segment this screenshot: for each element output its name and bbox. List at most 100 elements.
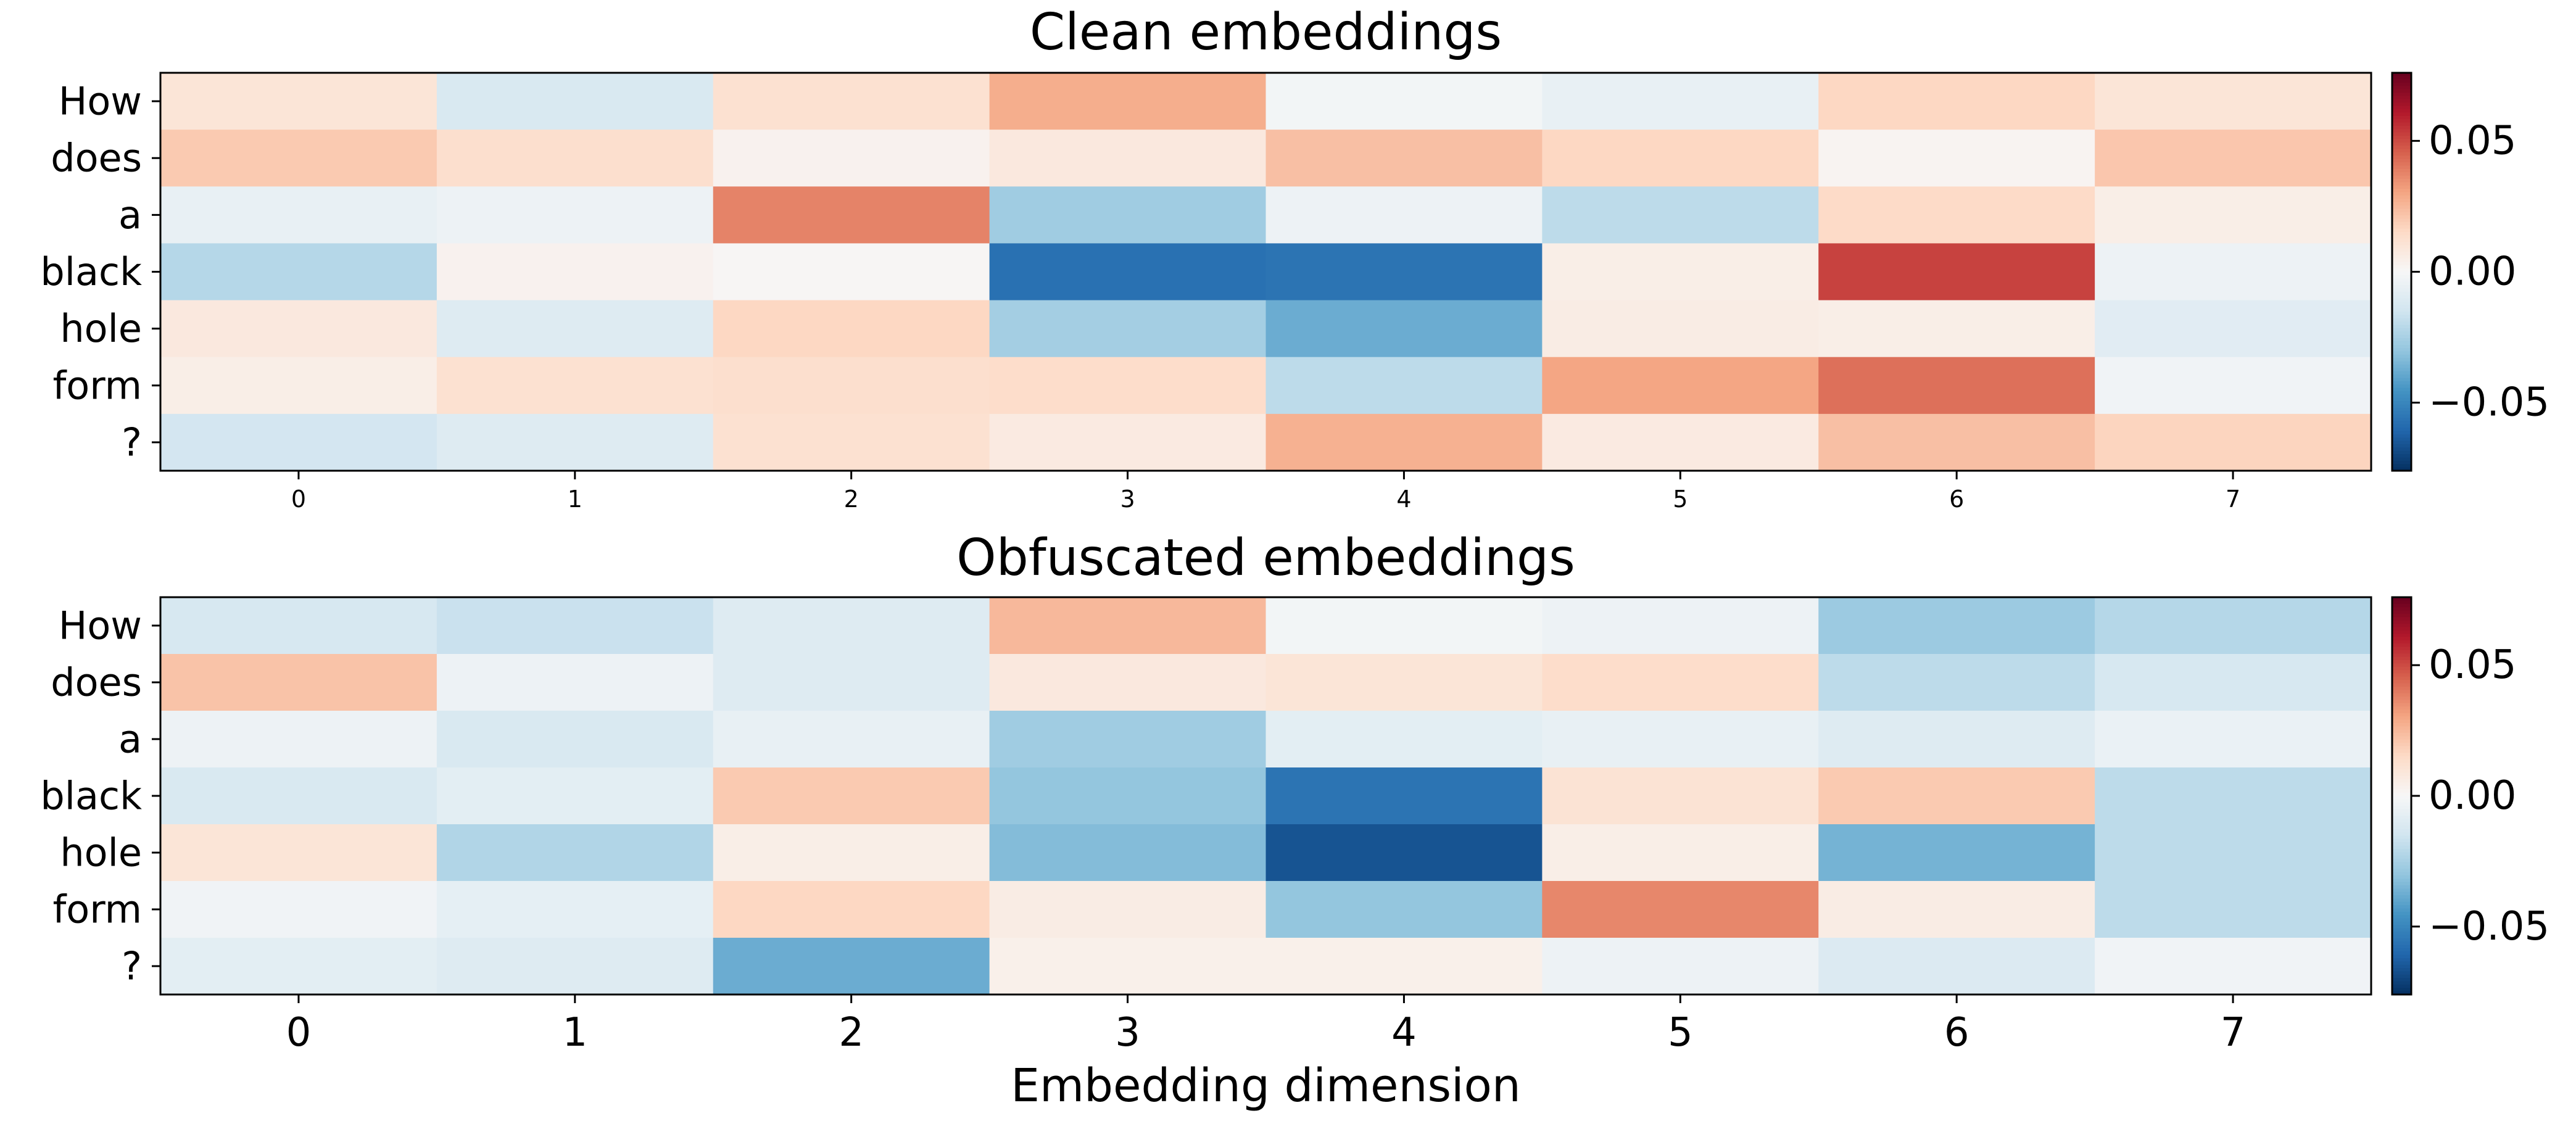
heatmap-cell [1818,243,2095,301]
colorbar-band [2392,935,2411,939]
y-tick-label: does [51,660,142,705]
colorbar-band [2392,683,2411,687]
x-tick-label: 2 [844,486,859,513]
heatmap-cell [436,73,714,130]
colorbar-band [2392,753,2411,757]
colorbar-band [2392,321,2411,326]
x-tick-label: 5 [1673,486,1688,513]
heatmap-cell [989,357,1267,415]
colorbar-band [2392,215,2411,220]
colorbar-band [2392,739,2411,743]
colorbar-band [2392,159,2411,163]
colorbar-band [2392,822,2411,827]
heatmap-cell [1818,881,2095,938]
colorbar-band [2392,444,2411,449]
heatmap-cell [989,186,1267,244]
colorbar-band [2392,908,2411,912]
heatmap-cell [2095,711,2372,768]
heatmap-cell [2095,357,2372,415]
heatmap-cell [1265,654,1543,711]
colorbar-tick-label: 0.05 [2429,642,2517,688]
heatmap-cell [2095,767,2372,825]
colorbar-band [2392,865,2411,869]
colorbar-band [2392,218,2411,223]
colorbar-band [2392,428,2411,432]
y-tick-label: hole [60,830,142,875]
colorbar-band [2392,464,2411,468]
colorbar-band [2392,301,2411,306]
x-tick-label: 1 [562,1010,587,1056]
colorbar-band [2392,454,2411,458]
colorbar-band [2392,182,2411,186]
y-tick-label: How [59,603,142,648]
colorbar-band [2392,932,2411,936]
colorbar-band [2392,809,2411,813]
heatmap-cell [713,413,990,471]
colorbar-band [2392,882,2411,886]
heatmap-cell [436,300,714,358]
heatmap-cell [989,654,1267,711]
colorbar-band [2392,149,2411,153]
colorbar-band [2392,258,2411,263]
colorbar-band [2392,139,2411,143]
colorbar-band [2392,729,2411,734]
x-tick-label: 1 [568,486,582,513]
colorbar-band [2392,199,2411,203]
heatmap-cell [1542,243,1819,301]
colorbar-band [2392,119,2411,123]
heatmap-cell [436,711,714,768]
heatmap-cell [989,243,1267,301]
colorbar-band [2392,73,2411,77]
colorbar-band [2392,921,2411,926]
heatmap-cell [436,654,714,711]
colorbar-band [2392,93,2411,97]
colorbar-band [2392,623,2411,628]
x-tick-label: 4 [1391,1010,1417,1056]
heatmap-cell [989,597,1267,655]
heatmap-cell [1265,73,1543,130]
colorbar-band [2392,424,2411,428]
colorbar: 0.05 0.00 −0.05 [2391,72,2549,472]
heatmap-cell [1265,357,1543,415]
colorbar-band [2392,637,2411,641]
heatmap-cell [436,824,714,882]
colorbar-band [2392,673,2411,677]
colorbar-band [2392,136,2411,140]
colorbar-band [2392,693,2411,697]
colorbar-band [2392,262,2411,266]
colorbar-band [2392,358,2411,362]
heatmap-cell [436,938,714,995]
colorbar-band [2392,799,2411,803]
heatmap-cell [160,73,437,130]
colorbar-band [2392,898,2411,903]
colorbar-band [2392,242,2411,246]
colorbar-band [2392,653,2411,658]
colorbar-band [2392,961,2411,966]
heatmap-cell [1265,186,1543,244]
heatmap-cell [713,711,990,768]
heatmap-cell [989,413,1267,471]
colorbar-band [2392,447,2411,452]
colorbar-band [2392,941,2411,946]
colorbar-band [2392,232,2411,236]
heatmap-cell [1818,711,2095,768]
colorbar-band [2392,613,2411,618]
colorbar-band [2392,83,2411,87]
heatmap-title: Clean embeddings [1030,3,1502,62]
colorbar-band [2392,706,2411,711]
colorbar-band [2392,278,2411,283]
colorbar-band [2392,99,2411,104]
colorbar-band [2392,879,2411,883]
colorbar-band [2392,670,2411,674]
heatmap-cell [2095,654,2372,711]
colorbar-band [2392,421,2411,425]
colorbar-band [2392,418,2411,422]
colorbar-band [2392,763,2411,767]
colorbar-band [2392,275,2411,279]
y-tick-label: form [52,887,142,932]
colorbar-band [2392,281,2411,286]
colorbar-band [2392,79,2411,83]
colorbar-band [2392,722,2411,727]
colorbar-band [2392,348,2411,352]
heatmap-cell [713,597,990,655]
